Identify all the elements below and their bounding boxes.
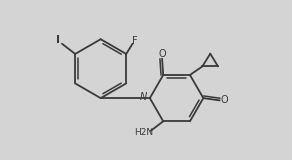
Text: I: I [56, 35, 60, 45]
Text: H2N: H2N [134, 128, 154, 137]
Text: F: F [133, 36, 138, 46]
Text: O: O [221, 95, 228, 105]
Text: N: N [139, 92, 147, 102]
Text: O: O [158, 49, 166, 59]
